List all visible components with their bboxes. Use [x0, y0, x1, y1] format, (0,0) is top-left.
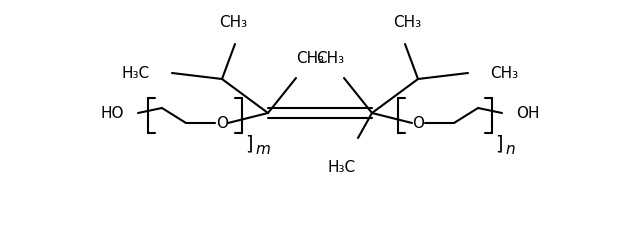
Text: CH₃: CH₃: [490, 66, 518, 80]
Text: CH₃: CH₃: [393, 15, 421, 30]
Text: CH₃: CH₃: [316, 51, 344, 66]
Text: H₃C: H₃C: [122, 66, 150, 80]
Text: H₃C: H₃C: [328, 160, 356, 175]
Text: m: m: [255, 142, 270, 157]
Text: CH₃: CH₃: [296, 51, 324, 66]
Text: O: O: [216, 115, 228, 130]
Text: HO: HO: [100, 106, 124, 120]
Text: O: O: [412, 115, 424, 130]
Text: n: n: [505, 142, 515, 157]
Text: ]: ]: [495, 135, 502, 154]
Text: CH₃: CH₃: [219, 15, 247, 30]
Text: OH: OH: [516, 106, 540, 120]
Text: ]: ]: [245, 135, 253, 154]
